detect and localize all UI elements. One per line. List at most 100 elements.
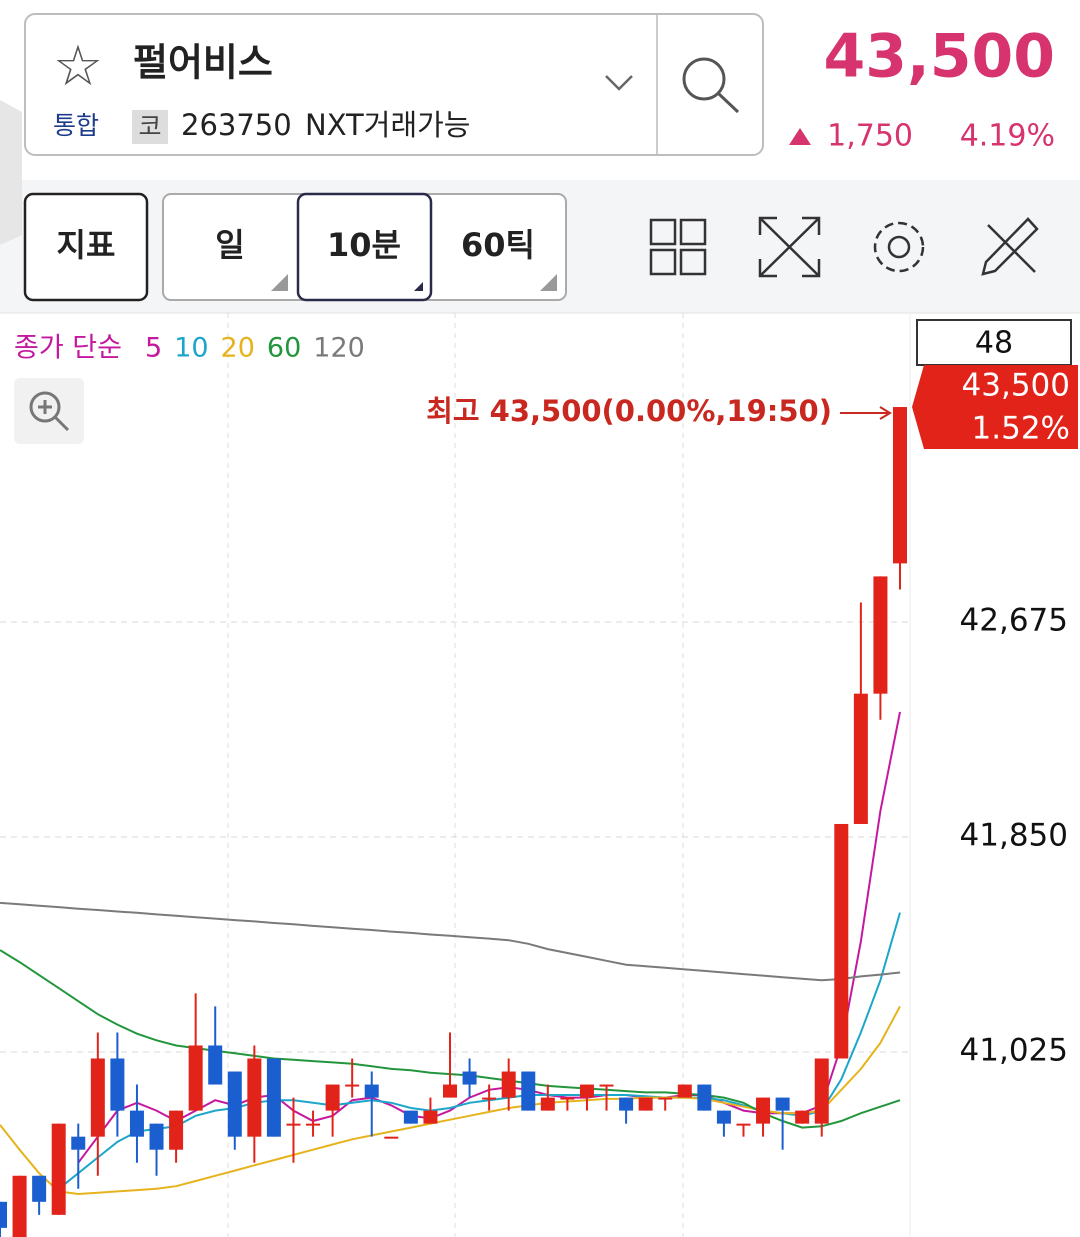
candle-body bbox=[90, 1058, 105, 1137]
legend-entry: 20 bbox=[221, 333, 255, 364]
candle-body bbox=[247, 1058, 262, 1137]
legend-entry: 5 bbox=[145, 333, 162, 364]
candle-body bbox=[266, 1058, 281, 1137]
search-icon[interactable] bbox=[682, 57, 726, 101]
expand-icon[interactable] bbox=[758, 216, 821, 278]
ma-line bbox=[0, 1005, 901, 1196]
candle-body bbox=[814, 1058, 829, 1124]
candle-body bbox=[169, 1110, 184, 1150]
dropdown[interactable] bbox=[605, 75, 633, 91]
candle-body bbox=[638, 1097, 653, 1111]
candle-body bbox=[775, 1097, 790, 1111]
candle-body bbox=[306, 1123, 321, 1126]
high-annotation: 최고 43,500(0.00%,19:50) bbox=[426, 394, 832, 428]
candle-body bbox=[443, 1084, 457, 1098]
search-icon-handle bbox=[717, 92, 740, 114]
annotation-arrowhead bbox=[879, 406, 892, 420]
period-selected[interactable] bbox=[296, 192, 433, 302]
star-icon[interactable]: ☆ bbox=[53, 34, 103, 99]
price: 43,500 bbox=[823, 22, 1055, 92]
candle-body bbox=[345, 1084, 360, 1087]
candle-body bbox=[482, 1097, 497, 1100]
indicator-label: 지표 bbox=[57, 226, 116, 264]
price-tag-price: 43,500 bbox=[962, 368, 1070, 404]
candle-body bbox=[579, 1084, 594, 1098]
price-tag bbox=[912, 365, 1078, 450]
count: 48 bbox=[975, 326, 1013, 361]
candle-body bbox=[208, 1045, 223, 1085]
candle-body bbox=[540, 1097, 555, 1111]
candle-body bbox=[736, 1123, 751, 1126]
corner bbox=[414, 282, 423, 291]
side-tab[interactable] bbox=[0, 100, 22, 245]
candle-body bbox=[795, 1110, 810, 1124]
candle-body bbox=[501, 1071, 516, 1098]
legend-entry: 60 bbox=[267, 333, 301, 364]
nxt: NXT거래가능 bbox=[305, 108, 471, 142]
period-button[interactable]: 60틱 bbox=[461, 226, 535, 264]
change-pct: 4.19% bbox=[960, 119, 1055, 154]
candle-body bbox=[619, 1097, 634, 1111]
badge-bg bbox=[132, 110, 168, 144]
market-badge: 코 bbox=[138, 112, 161, 141]
stock-code: 263750 bbox=[181, 108, 292, 142]
y-tick-label: 42,675 bbox=[960, 603, 1068, 639]
count-box bbox=[916, 319, 1072, 366]
corner bbox=[271, 274, 288, 291]
candle-body bbox=[51, 1123, 66, 1215]
market: 통합 bbox=[53, 111, 99, 140]
candle-body bbox=[658, 1097, 673, 1100]
ma-line bbox=[58, 912, 901, 1190]
change: 1,750 bbox=[827, 119, 913, 154]
candle-body bbox=[110, 1058, 125, 1111]
candle-body bbox=[423, 1110, 438, 1124]
candle-body bbox=[462, 1071, 477, 1085]
candle-body bbox=[521, 1071, 536, 1111]
candle-body bbox=[0, 1201, 7, 1228]
candle-body bbox=[893, 407, 907, 564]
candle-body bbox=[873, 576, 888, 694]
candle-body bbox=[834, 823, 849, 1059]
price-tag-pct: 1.52% bbox=[972, 411, 1070, 447]
settings-icon[interactable] bbox=[873, 221, 925, 273]
candle-body bbox=[403, 1110, 418, 1124]
zoom-icon bbox=[29, 391, 61, 423]
candle-body bbox=[716, 1110, 731, 1124]
stock-name: 펄어비스 bbox=[133, 41, 273, 85]
candle-body bbox=[325, 1084, 340, 1111]
legend-entry: 120 bbox=[313, 333, 365, 364]
candle-body bbox=[697, 1084, 712, 1111]
candle-body bbox=[188, 1045, 203, 1111]
candle-body bbox=[129, 1110, 144, 1137]
candle-body bbox=[71, 1136, 86, 1150]
up-arrow bbox=[789, 128, 811, 145]
candle-body bbox=[12, 1175, 27, 1237]
search-box[interactable] bbox=[24, 13, 764, 156]
zoom-icon-lines bbox=[38, 400, 70, 432]
candle-body bbox=[853, 693, 868, 824]
candle-body bbox=[560, 1097, 575, 1100]
candle-body bbox=[384, 1136, 399, 1139]
candle-body bbox=[227, 1071, 242, 1137]
legend-entry: 10 bbox=[174, 333, 208, 364]
ma-line bbox=[0, 901, 901, 982]
candle-body bbox=[149, 1123, 164, 1150]
candle-body bbox=[286, 1123, 301, 1126]
candle-body bbox=[32, 1175, 47, 1202]
candle-body bbox=[677, 1084, 692, 1098]
y-tick-label: 41,850 bbox=[960, 817, 1068, 853]
candle-body bbox=[364, 1084, 379, 1098]
candle-body bbox=[756, 1097, 771, 1124]
y-tick-label: 41,025 bbox=[960, 1032, 1068, 1068]
indicator-button[interactable] bbox=[23, 192, 149, 302]
period-button[interactable]: 일 bbox=[215, 226, 244, 264]
legend-title: 종가 단순 bbox=[14, 333, 122, 364]
layout-icon[interactable] bbox=[649, 218, 707, 276]
zoom-button[interactable] bbox=[14, 378, 84, 444]
period-button[interactable]: 10분 bbox=[327, 226, 401, 264]
tools-icon[interactable] bbox=[981, 217, 1039, 276]
corner bbox=[540, 274, 557, 291]
candle-body bbox=[599, 1084, 614, 1087]
